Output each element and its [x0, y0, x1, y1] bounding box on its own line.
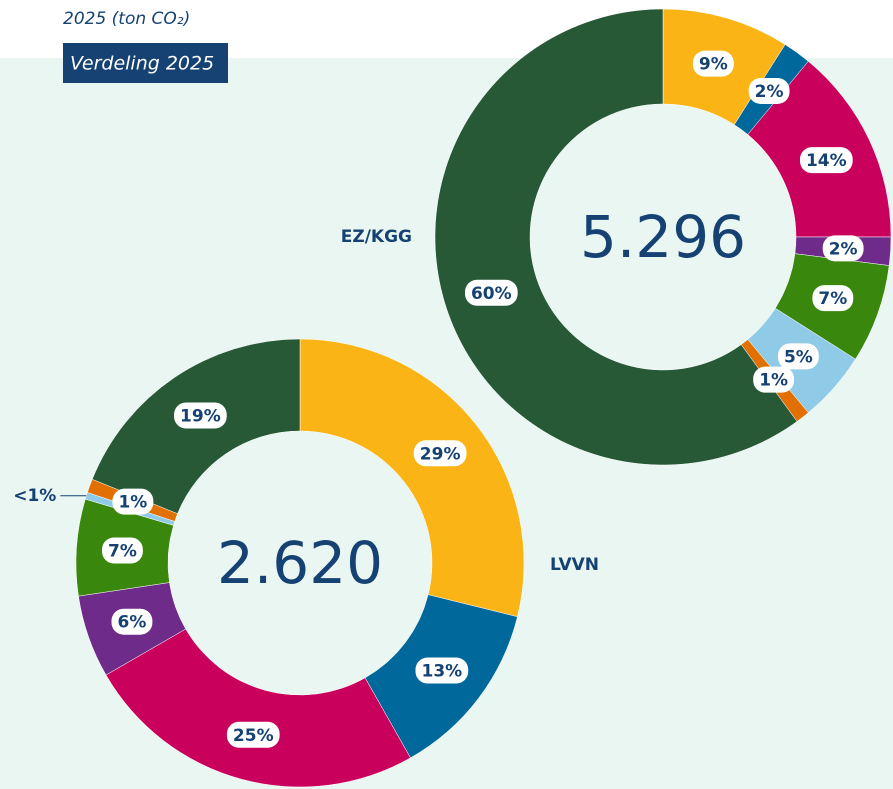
- label-pill: [413, 440, 467, 467]
- value-label: 9%: [699, 55, 728, 75]
- value-label: 2%: [755, 82, 784, 102]
- tag: Verdeling 2025: [70, 53, 214, 75]
- label-pill: [102, 537, 143, 564]
- value-label: 2%: [829, 239, 858, 259]
- value-label: 1%: [759, 371, 788, 391]
- label-pill: [692, 50, 734, 77]
- donut-segment: [434, 8, 798, 466]
- donut-segment: [299, 338, 525, 618]
- label-pill: [799, 147, 853, 174]
- title: 2025 (ton CO₂): [63, 9, 190, 29]
- value-label: 6%: [118, 613, 147, 633]
- label-pill: [415, 657, 469, 684]
- label-pill: [753, 366, 795, 393]
- value-label: 19%: [180, 406, 221, 426]
- donut-name: EZ/KGG: [341, 227, 412, 247]
- value-label: 13%: [421, 662, 462, 682]
- center-total: 5.296: [580, 203, 746, 271]
- value-label: 29%: [420, 444, 461, 464]
- value-label: 5%: [784, 347, 813, 367]
- tag-box: [63, 43, 228, 83]
- value-label: 7%: [818, 289, 847, 309]
- donut-name: LVVN: [550, 555, 599, 575]
- label-pill: [812, 285, 854, 312]
- label-pill: [464, 279, 518, 306]
- value-label: 60%: [471, 284, 512, 304]
- label-pill: [822, 235, 864, 262]
- value-label: 1%: [118, 493, 147, 513]
- label-pill: [777, 343, 819, 370]
- value-label: 25%: [233, 726, 274, 746]
- label-pill: [112, 488, 154, 515]
- donut-segment: [105, 628, 411, 788]
- value-label: 7%: [108, 541, 137, 561]
- label-pill: [111, 608, 153, 635]
- label-pill: [748, 77, 790, 104]
- value-label: <1%: [13, 486, 56, 506]
- value-label: 14%: [806, 151, 847, 171]
- center-total: 2.620: [217, 529, 383, 597]
- label-pill: [174, 402, 227, 429]
- label-pill: [226, 721, 280, 748]
